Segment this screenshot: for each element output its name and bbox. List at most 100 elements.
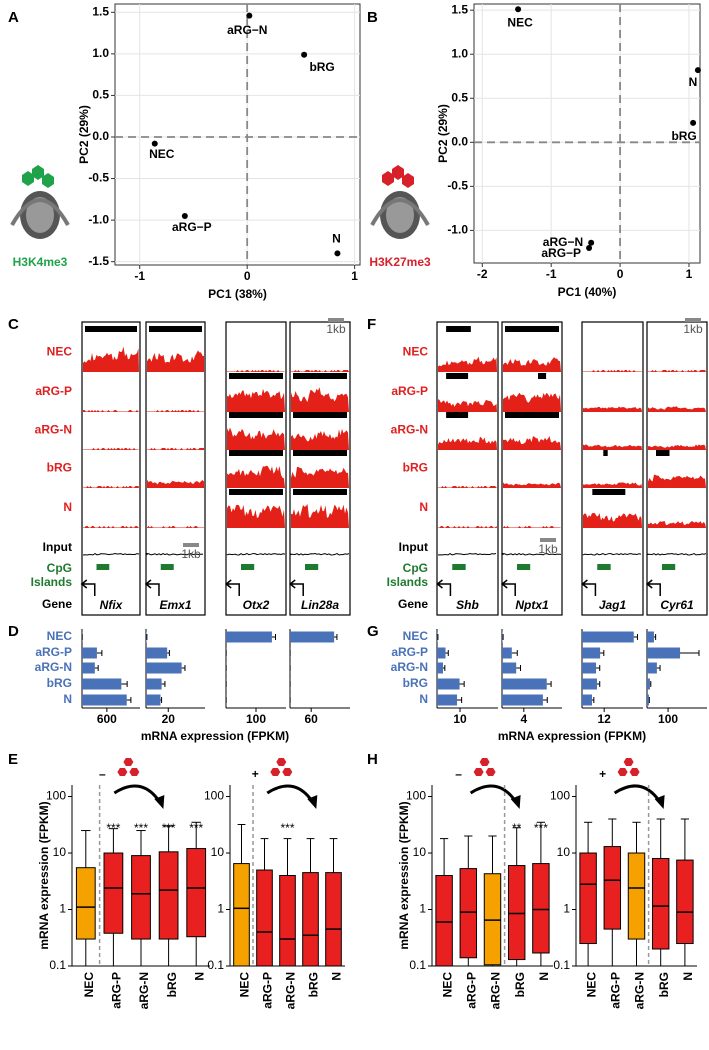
track-box [646,321,708,616]
box [131,855,151,940]
panel-letter: C [8,316,19,333]
signal-track [503,482,561,488]
signal-track [648,520,706,528]
y-axis-title: PC2 (29%) [77,105,91,164]
y-tick-label: 10 [211,845,225,859]
domain-call [293,412,347,418]
mark-label: H3K4me3 [13,255,68,269]
signal-track [291,370,349,372]
y-tick-label: 1 [217,902,224,916]
box [233,863,250,967]
signal-track [438,399,497,412]
track-label: N [63,500,72,514]
signal-track [83,448,139,450]
cpg-island [305,564,319,570]
bar [82,694,127,706]
x-tick-label: aRG-N [284,972,298,1009]
category-label: bRG [403,676,428,690]
error-bar [591,697,595,703]
signal-track [83,346,139,372]
gene-name: Nptx1 [515,598,549,612]
error-bar [502,634,504,640]
y-tick-label: 1.0 [451,46,468,60]
x-axis-title: PC1 (38%) [208,287,267,301]
arrow-head [154,795,165,809]
scale-bar [183,543,199,547]
signal-track [227,504,285,528]
scale-label: 1kb [326,322,346,336]
signal-track [583,444,642,450]
point-label: bRG [309,60,334,74]
repressor-icon [117,768,128,776]
signal-track [291,466,349,488]
domain-call [229,489,283,495]
input-track [226,552,286,556]
bar [226,631,272,643]
signal-track [648,444,706,450]
arrow [613,784,662,804]
domain-call [446,373,469,379]
point [588,239,595,246]
bar [146,662,182,674]
error-bar [546,681,552,687]
box [459,868,478,959]
y-tick-label: 0.1 [49,958,66,972]
point-label: NEC [149,147,175,161]
point-label: aRG−P [541,246,581,260]
track-label: CpG [403,561,428,575]
category-label: N [419,692,428,706]
bar [146,694,161,706]
error-bar [161,681,166,687]
error-bar [457,697,463,703]
panel-letter: F [367,316,376,333]
bar [82,678,122,690]
domain-call [505,412,559,418]
repressor-icon [623,758,634,766]
y-tick-label: 1 [419,902,426,916]
domain-call [656,450,670,456]
nucleosome-icon [10,165,70,239]
signal-track [227,370,285,372]
plot-area [473,3,701,264]
track-label: Islands [387,575,429,589]
error-bar [96,650,103,656]
x-tick-label: 0 [244,269,251,283]
y-tick-label: -1.5 [88,254,109,268]
bar [582,678,597,690]
category-label: aRG-N [391,660,428,674]
cpg-island [452,564,466,570]
y-tick-label: 100 [550,789,570,803]
domain-call [446,412,469,418]
box [158,851,179,940]
domain-call [293,489,347,495]
domain-call [603,450,608,456]
x-tick-label: 60 [304,712,318,726]
domain-call [229,373,283,379]
x-tick-label: 1 [686,267,693,281]
track-label: Gene [42,597,72,611]
box [676,859,694,945]
signal-track [147,448,204,450]
error-bar [596,665,601,671]
repressor-icon [629,768,640,776]
point-label: NEC [507,15,533,29]
error-bar [656,665,661,671]
repressor-icon [282,768,293,776]
input-track [290,552,350,556]
signal-track [438,356,497,372]
bar [647,678,650,690]
scale-label: 1kb [181,547,201,561]
y-tick-label: 1.5 [92,4,109,18]
domain-call [85,326,137,332]
point-label: aRG−N [227,23,267,37]
nucleosome-icon [370,165,430,239]
x-tick-label: 600 [97,712,117,726]
significance: *** [106,821,120,835]
x-tick-label: aRG-P [261,972,275,1009]
y-tick-label: 0.0 [451,134,468,148]
y-tick-label: 10 [53,845,67,859]
box [579,852,597,945]
box [603,846,622,930]
repressor-icon [270,768,281,776]
bar [82,647,97,659]
